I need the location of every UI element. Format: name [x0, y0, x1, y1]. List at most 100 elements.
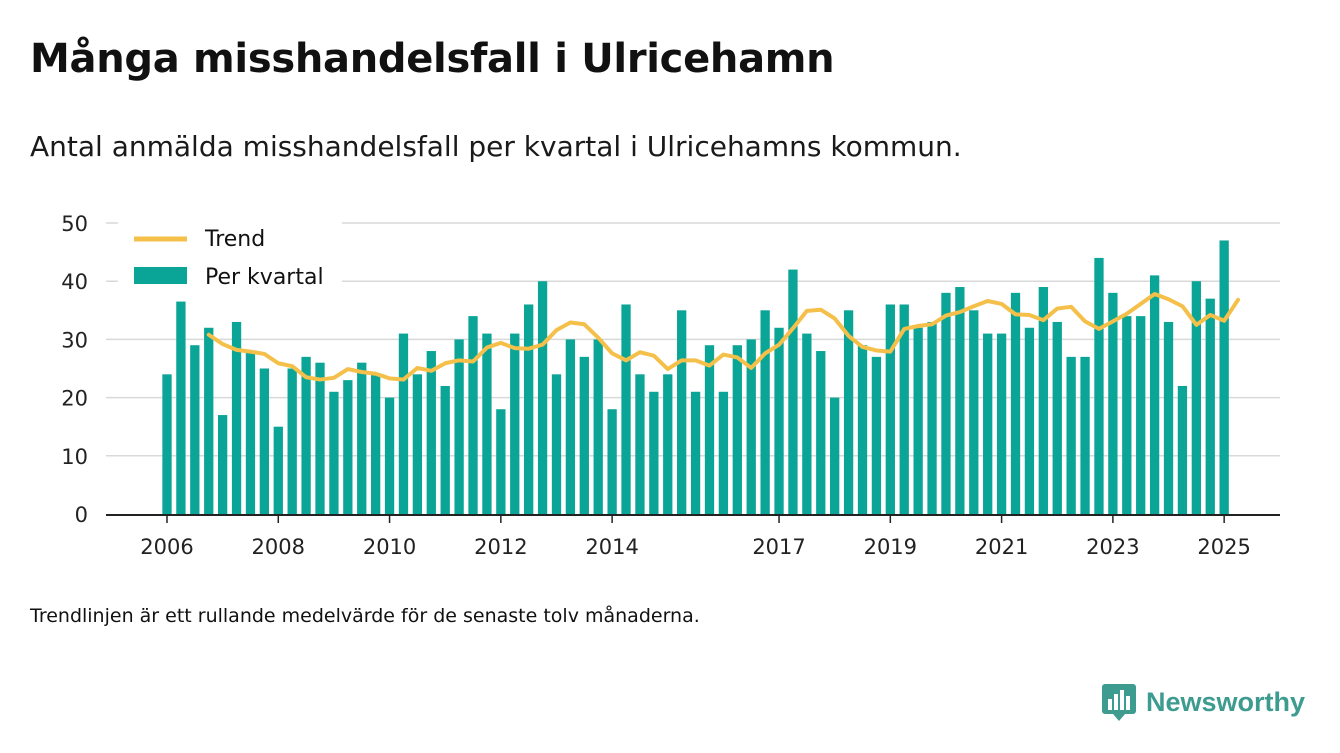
brand-name: Newsworthy	[1146, 686, 1306, 717]
bar	[969, 310, 979, 514]
bar	[231, 321, 242, 514]
bar	[718, 391, 729, 514]
bar	[524, 304, 534, 514]
bar	[565, 339, 576, 514]
bar	[287, 368, 297, 514]
brand-logo: Newsworthy	[1102, 682, 1305, 722]
legend-bars-label: Per kvartal	[205, 265, 324, 290]
bar	[440, 385, 450, 514]
x-tick-label: 2019	[864, 535, 917, 559]
bar	[746, 339, 756, 514]
bar	[176, 301, 186, 514]
chart-subtitle: Antal anmälda misshandelsfall per kvarta…	[30, 130, 962, 163]
bar	[621, 304, 631, 514]
bar	[426, 351, 436, 514]
bar	[649, 391, 659, 514]
bar	[1052, 321, 1062, 514]
bar	[190, 345, 200, 514]
y-tick-label: 50	[61, 212, 88, 236]
bar	[259, 368, 270, 514]
x-tick-label: 2006	[140, 535, 193, 559]
x-tick-label: 2021	[975, 535, 1028, 559]
bar	[663, 374, 673, 514]
bar	[329, 391, 339, 514]
bar	[315, 362, 325, 514]
bar	[343, 380, 353, 514]
bar-line-chart: 0 10 20 30 40 50 2006 2008 2010 2012 2014 2017 2019…	[61, 212, 1280, 559]
bar	[704, 345, 715, 514]
bar	[1219, 240, 1229, 514]
bar	[245, 351, 256, 514]
footnote: Trendlinjen är ett rullande medelvärde f…	[30, 605, 700, 627]
legend: Trend Per kvartal	[118, 222, 342, 294]
bar	[510, 333, 520, 514]
x-tick-label: 2012	[474, 535, 527, 559]
legend-trend-label: Trend	[204, 227, 265, 252]
bar	[607, 409, 617, 514]
y-axis-ticks: 0 10 20 30 40 50	[61, 212, 88, 527]
bar	[760, 310, 770, 514]
bar	[913, 327, 923, 514]
bar	[496, 409, 506, 514]
bar	[551, 374, 562, 514]
y-tick-label: 40	[61, 270, 88, 294]
bar	[732, 345, 742, 514]
x-tick-label: 2023	[1086, 535, 1139, 559]
newsworthy-chart-bubble-icon	[1102, 684, 1136, 721]
bar	[983, 333, 993, 514]
bar	[816, 351, 826, 514]
bar	[357, 362, 367, 514]
bar	[301, 356, 311, 514]
bar	[774, 327, 784, 514]
bar	[482, 333, 492, 514]
x-axis-ticks: 2006 2008 2010 2012 2014 2017 2019 2021 2023 2025	[140, 515, 1251, 559]
bar	[162, 374, 172, 514]
bar	[677, 310, 687, 514]
bar	[384, 397, 395, 514]
bar	[830, 397, 840, 514]
bar	[1136, 316, 1146, 514]
bar	[412, 374, 423, 514]
bar	[371, 374, 381, 514]
bar	[996, 333, 1007, 514]
x-tick-label: 2017	[752, 535, 805, 559]
bar	[454, 339, 464, 514]
bar	[941, 292, 951, 514]
x-tick-label: 2014	[585, 535, 638, 559]
bar	[843, 310, 854, 514]
bar	[857, 345, 868, 514]
bar	[635, 374, 645, 514]
bar	[537, 281, 548, 514]
bar	[1149, 275, 1160, 514]
bar	[217, 415, 228, 514]
bar	[788, 269, 798, 514]
bar	[1205, 298, 1215, 514]
bar	[1024, 327, 1035, 514]
bar	[899, 304, 909, 514]
bar	[593, 339, 603, 514]
bar	[1163, 321, 1174, 514]
bar	[1066, 356, 1076, 514]
bar-series	[162, 240, 1229, 514]
bar	[690, 391, 701, 514]
bar	[204, 327, 214, 514]
y-tick-label: 30	[61, 328, 88, 352]
bar	[871, 356, 882, 514]
bar	[1038, 287, 1048, 514]
x-tick-label: 2008	[252, 535, 305, 559]
bar	[885, 304, 895, 514]
bar	[1080, 356, 1090, 514]
bar	[1108, 292, 1118, 514]
bar	[1177, 385, 1188, 514]
x-tick-label: 2010	[363, 535, 416, 559]
trend-line	[206, 292, 1241, 382]
bar	[579, 356, 589, 514]
bar	[1122, 316, 1132, 514]
bar	[273, 426, 283, 514]
bar	[802, 333, 812, 514]
bar	[1010, 292, 1021, 514]
y-tick-label: 0	[75, 503, 88, 527]
x-tick-label: 2025	[1197, 535, 1250, 559]
legend-bars-swatch	[134, 267, 187, 284]
bar	[1094, 257, 1104, 514]
